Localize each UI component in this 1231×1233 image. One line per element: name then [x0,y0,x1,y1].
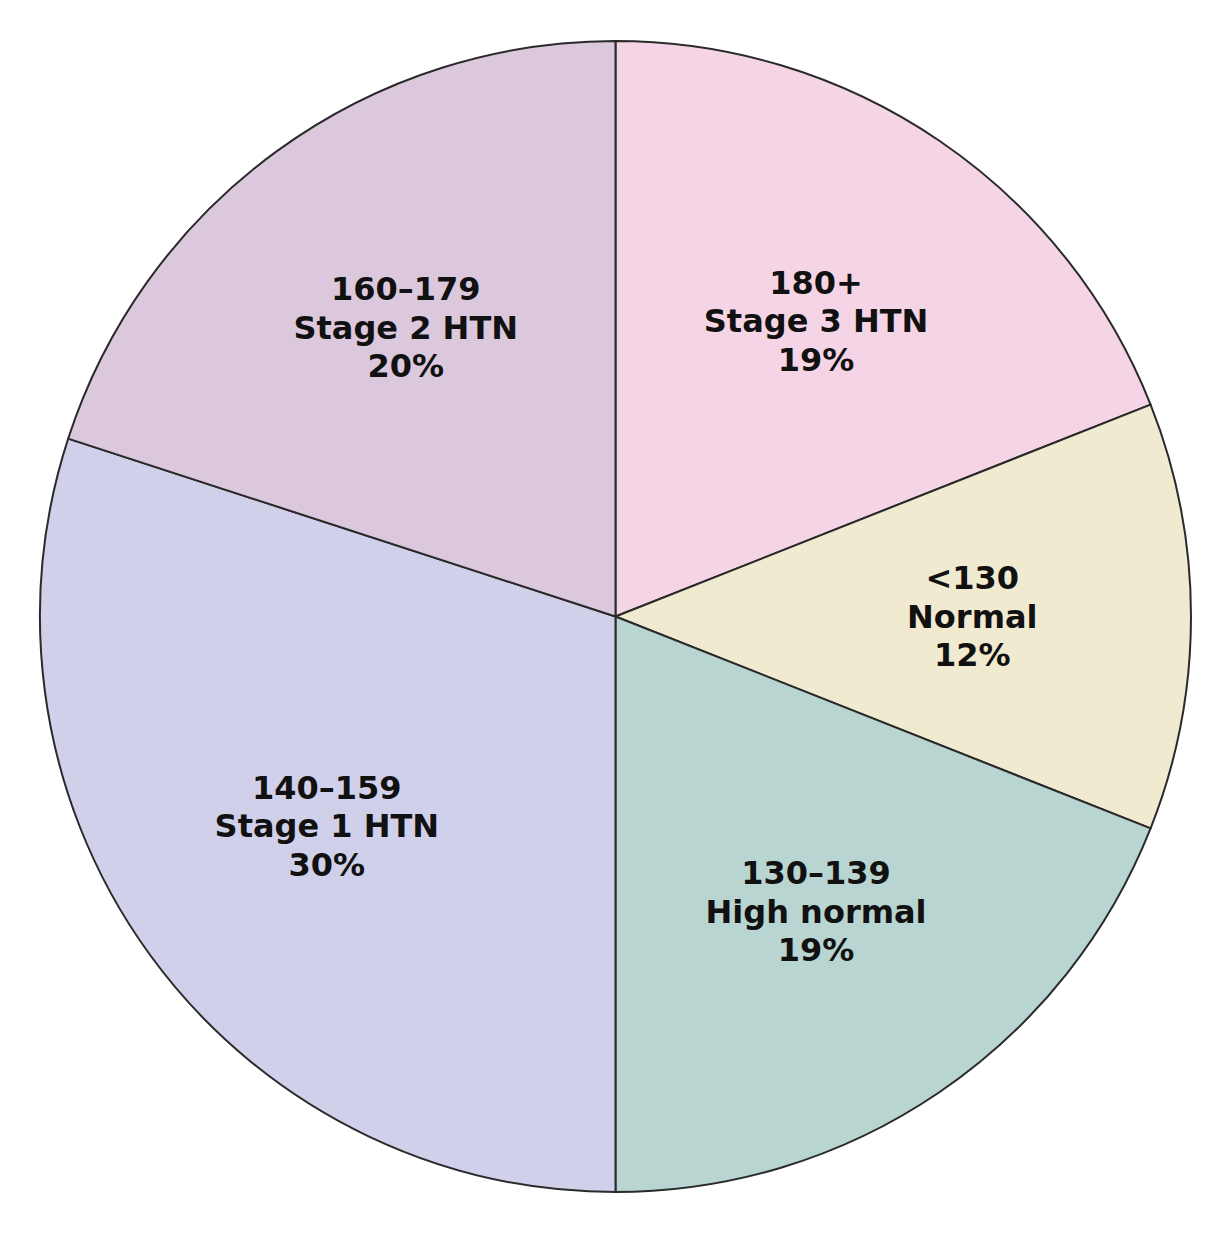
label-line: 130–139 [741,854,891,892]
pie-chart: 180+Stage 3 HTN19%<130Normal12%130–139Hi… [0,0,1231,1233]
label-line: Normal [907,598,1037,636]
slice-label: 180+Stage 3 HTN19% [704,264,928,379]
label-line: 160–179 [331,270,481,308]
label-line: 180+ [769,264,863,302]
label-line: 140–159 [252,769,402,807]
label-line: Stage 2 HTN [294,309,518,347]
slice-label: 140–159Stage 1 HTN30% [215,769,439,884]
slice-label: 160–179Stage 2 HTN20% [294,270,518,385]
slice-label: 130–139High normal19% [706,854,927,969]
slice-label: <130Normal12% [907,559,1037,674]
slice [616,617,1151,1193]
label-line: Stage 1 HTN [215,807,439,845]
label-line: High normal [706,893,927,931]
labels: 180+Stage 3 HTN19%<130Normal12%130–139Hi… [215,264,1038,969]
label-line: 30% [289,846,366,884]
slices [40,41,1191,1192]
label-line: 19% [778,341,855,379]
label-line: 12% [934,636,1011,674]
label-line: 20% [367,347,444,385]
label-line: 19% [778,931,855,969]
slice [68,41,615,617]
chart-container: 180+Stage 3 HTN19%<130Normal12%130–139Hi… [0,0,1231,1233]
label-line: <130 [926,559,1020,597]
label-line: Stage 3 HTN [704,302,928,340]
